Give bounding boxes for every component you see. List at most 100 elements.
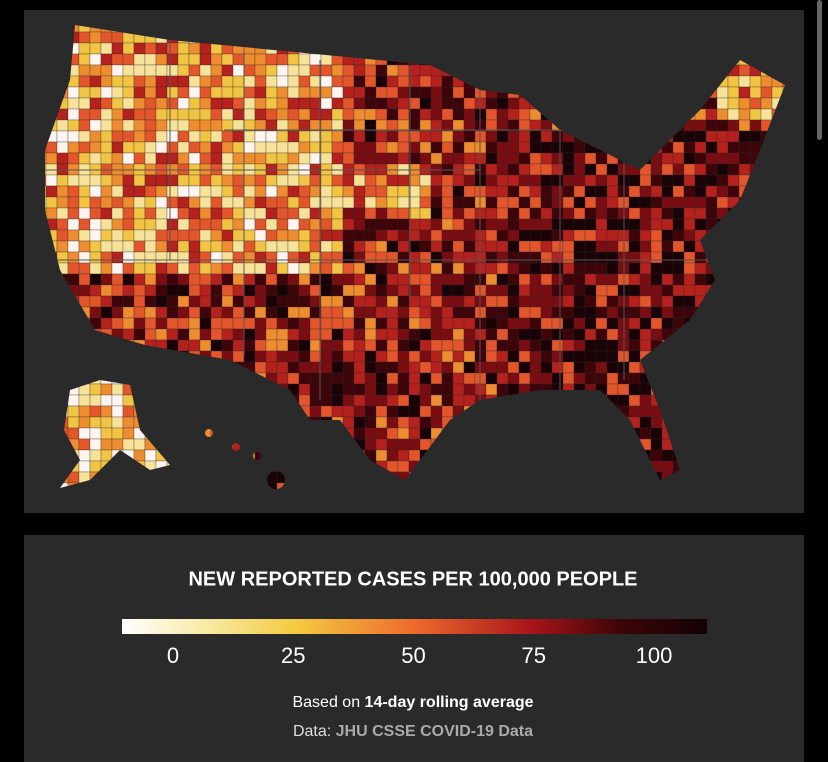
county-cell [144,427,157,440]
county-cell [727,449,740,462]
county-cell [331,64,344,77]
county-cell [607,505,618,513]
county-cell [210,42,223,55]
county-cell [727,119,740,132]
county-cell [496,240,509,253]
county-cell [243,350,256,363]
county-cell [573,405,586,418]
county-cell [749,64,762,77]
county-cell [518,42,531,55]
county-cell [100,108,113,121]
county-cell [639,449,652,462]
county-cell [507,383,520,396]
county-cell [78,25,91,33]
county-cell [452,284,465,297]
county-cell [541,505,552,513]
county-cell [794,241,804,252]
county-cell [309,350,322,363]
county-cell [386,31,399,44]
county-cell [122,174,135,187]
county-cell [122,405,135,418]
county-cell [45,405,58,418]
county-cell [265,97,278,110]
county-cell [584,295,597,308]
county-cell [562,262,575,275]
county-cell [78,86,91,99]
county-cell [166,53,179,66]
county-cell [320,218,333,231]
county-cell [276,405,289,418]
county-cell [606,229,619,242]
county-cell [716,53,729,66]
county-cell [584,152,597,165]
county-cell [167,10,178,21]
county-cell [650,75,663,88]
county-cell [530,10,541,21]
county-cell [639,361,652,374]
county-cell [45,460,47,473]
county-cell [452,361,465,374]
county-cell [365,505,376,513]
county-cell [67,262,80,275]
county-cell [551,251,564,264]
county-cell [794,32,804,43]
county-cell [727,86,740,99]
county-cell [287,471,300,484]
county-cell [408,42,421,55]
county-cell [628,185,641,198]
county-cell [364,229,377,242]
county-cell [320,482,333,489]
county-cell [760,163,773,176]
county-cell [639,482,652,489]
county-cell [122,141,135,154]
county-cell [650,482,663,489]
county-cell [749,86,762,99]
county-cell [518,130,531,143]
county-cell [463,394,476,407]
county-cell [562,152,575,165]
county-cell [749,383,762,396]
county-cell [441,130,454,143]
county-cell [320,394,333,407]
county-cell [727,130,740,143]
county-cell [651,10,662,21]
county-cell [672,482,685,489]
county-cell [629,10,640,21]
county-cell [551,350,564,363]
county-cell [276,350,289,363]
county-cell [133,405,146,418]
county-cell [705,97,718,110]
county-cell [606,383,619,396]
county-cell [78,471,91,484]
county-cell [188,427,201,440]
county-cell [144,64,157,77]
county-cell [232,174,245,187]
county-cell [706,10,717,21]
county-cell [727,262,740,275]
county-cell [760,361,773,374]
county-cell [210,218,223,231]
county-cell [672,130,685,143]
county-cell [166,350,179,363]
county-cell [122,229,135,242]
county-cell [45,427,47,440]
county-cell [386,130,399,143]
county-cell [728,505,739,513]
county-cell [221,427,234,440]
county-cell [364,196,377,209]
county-cell [661,229,674,242]
county-cell [606,427,619,440]
county-cell [364,174,377,187]
county-cell [551,306,564,319]
county-cell [78,460,91,473]
county-cell [628,361,641,374]
county-cell [672,471,685,484]
county-cell [100,251,113,264]
county-cell [496,361,509,374]
county-cell [398,505,409,513]
county-cell [45,86,58,99]
county-cell [188,394,201,407]
county-cell [166,328,179,341]
county-cell [386,394,399,407]
county-cell [419,196,432,209]
